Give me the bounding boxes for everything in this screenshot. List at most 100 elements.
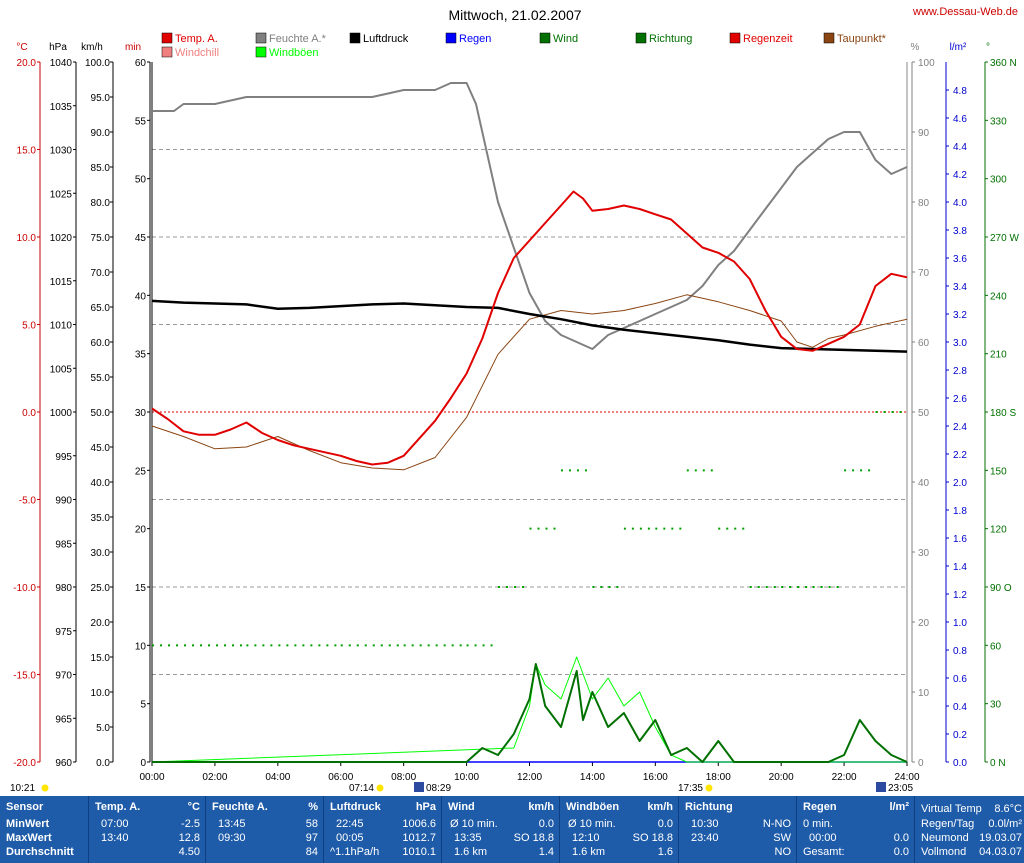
temp-tick-label: -10.0 bbox=[13, 583, 36, 594]
minutes-tick-label: 5 bbox=[140, 700, 146, 711]
wind-tick-label: 55.0 bbox=[91, 373, 111, 384]
stats-feuchte-max-time: 09:30 bbox=[218, 832, 246, 844]
minutes-tick-label: 45 bbox=[135, 233, 147, 244]
stats-temp-min-time: 07:00 bbox=[101, 818, 129, 830]
pressure-tick-label: 975 bbox=[55, 627, 72, 638]
rain-tick-label: 2.4 bbox=[953, 422, 967, 433]
legend-label: Windchill bbox=[175, 47, 219, 59]
legend: Temp. A. Windchill Feuchte A.* Windböen Luft… bbox=[161, 32, 887, 59]
sun-icon bbox=[705, 784, 713, 792]
temp-tick-label: 0.0 bbox=[22, 408, 36, 419]
pressure-tick-label: 1020 bbox=[50, 233, 73, 244]
minutes-tick-label: 40 bbox=[135, 291, 147, 302]
wind-tick-label: 20.0 bbox=[91, 618, 111, 629]
sun-label: 10:21 bbox=[10, 783, 35, 794]
axis-unit-label: km/h bbox=[81, 42, 103, 53]
stats-richtung-max-time: 23:40 bbox=[691, 832, 719, 844]
stats-wind-max-time: 13:35 bbox=[454, 832, 482, 844]
rain-tick-label: 4.4 bbox=[953, 142, 967, 153]
stats-sensor-col: Sensor MinWert MaxWert Durchschnitt bbox=[0, 796, 88, 863]
axis-unit-label: ° bbox=[986, 42, 990, 53]
stats-regen-total-val: 0.0 bbox=[893, 846, 909, 858]
rain-tick-label: 2.8 bbox=[953, 366, 967, 377]
wind-tick-label: 70.0 bbox=[91, 268, 111, 279]
stats-richtung-title: Richtung bbox=[685, 801, 733, 813]
stats-regen-min-time: 0 min. bbox=[803, 818, 833, 830]
rain-tick-label: 4.6 bbox=[953, 114, 967, 125]
wind-tick-label: 65.0 bbox=[91, 303, 111, 314]
stats-wind-avg2-val: 1.4 bbox=[538, 846, 554, 858]
percent-tick-label: 0 bbox=[918, 758, 924, 769]
stats-luftdruck-col: Luftdruck hPa 22:45 1006.6 00:05 1012.7 ^1… bbox=[323, 796, 442, 863]
direction-tick-label: 210 bbox=[990, 350, 1007, 361]
wind-tick-label: 25.0 bbox=[91, 583, 111, 594]
rain-tick-label: 4.2 bbox=[953, 170, 967, 181]
stats-temp-title: Temp. A. bbox=[95, 801, 141, 813]
direction-tick-label: 30 bbox=[990, 700, 1002, 711]
direction-tick-label: 300 bbox=[990, 175, 1007, 186]
rain-tick-label: 1.6 bbox=[953, 534, 967, 545]
x-tick-label: 14:00 bbox=[580, 772, 605, 783]
sun-label: 07:14 bbox=[349, 783, 374, 794]
stats-temp-max-time: 13:40 bbox=[101, 832, 129, 844]
stats-luftdruck-max-val: 1012.7 bbox=[402, 832, 436, 844]
temp-tick-label: 5.0 bbox=[22, 321, 36, 332]
minutes-tick-label: 55 bbox=[135, 116, 147, 127]
wind-tick-label: 10.0 bbox=[91, 688, 111, 699]
stats-regen-max-time: 00:00 bbox=[809, 832, 837, 844]
chart-title: Mittwoch, 21.02.2007 bbox=[448, 7, 581, 23]
minutes-tick-label: 35 bbox=[135, 350, 147, 361]
percent-tick-label: 30 bbox=[918, 548, 930, 559]
stats-extra-col: Virtual Temp 8.6°C Regen/Tag 0.0l/m² Neumo… bbox=[914, 796, 1024, 863]
sun-label: 08:29 bbox=[426, 783, 451, 794]
stats-extra-val-0: 8.6°C bbox=[994, 803, 1022, 815]
legend-swatch bbox=[445, 32, 457, 44]
legend-swatch bbox=[161, 46, 173, 58]
rain-tick-label: 1.4 bbox=[953, 562, 967, 573]
stats-row-min-label: MinWert bbox=[6, 818, 50, 830]
wind-tick-label: 90.0 bbox=[91, 128, 111, 139]
x-tick-label: 08:00 bbox=[391, 772, 416, 783]
percent-tick-label: 90 bbox=[918, 128, 930, 139]
wind-tick-label: 85.0 bbox=[91, 163, 111, 174]
pressure-tick-label: 965 bbox=[55, 714, 72, 725]
legend-label: Regen bbox=[459, 33, 491, 45]
x-tick-label: 10:00 bbox=[454, 772, 479, 783]
rain-tick-label: 3.8 bbox=[953, 226, 967, 237]
site-link[interactable]: www.Dessau-Web.de bbox=[912, 6, 1018, 18]
legend-swatch bbox=[823, 32, 835, 44]
x-tick-label: 00:00 bbox=[139, 772, 164, 783]
stats-temp-avg-val: 4.50 bbox=[178, 846, 200, 858]
series-taupunkt bbox=[151, 294, 908, 471]
direction-tick-label: 240 bbox=[990, 291, 1007, 302]
x-tick-label: 04:00 bbox=[265, 772, 290, 783]
pressure-tick-label: 1005 bbox=[50, 364, 73, 375]
legend-label: Luftdruck bbox=[363, 33, 409, 45]
stats-luftdruck-min-val: 1006.6 bbox=[402, 818, 436, 830]
stats-extra-label-0: Virtual Temp bbox=[921, 803, 982, 815]
rain-tick-label: 1.2 bbox=[953, 590, 967, 601]
wind-tick-label: 15.0 bbox=[91, 653, 111, 664]
axis-unit-label: hPa bbox=[49, 42, 67, 53]
wind-tick-label: 45.0 bbox=[91, 443, 111, 454]
stats-regen-title: Regen bbox=[803, 801, 837, 813]
stats-luftdruck-unit: hPa bbox=[415, 801, 436, 813]
temp-tick-label: 10.0 bbox=[17, 233, 37, 244]
axis-unit-label: min bbox=[125, 42, 141, 53]
stats-extra-label-2: Neumond bbox=[921, 832, 969, 844]
stats-richtung-max-val: SW bbox=[773, 832, 791, 844]
direction-tick-label: 150 bbox=[990, 466, 1007, 477]
moon-icon bbox=[414, 782, 424, 792]
legend-label: Regenzeit bbox=[743, 33, 793, 45]
axis-unit-label: l/m² bbox=[950, 42, 967, 53]
pressure-tick-label: 1015 bbox=[50, 277, 73, 288]
stats-feuchte-min-time: 13:45 bbox=[218, 818, 246, 830]
pressure-tick-label: 1035 bbox=[50, 102, 73, 113]
series-feuchte-a bbox=[152, 82, 908, 350]
stats-feuchte-col: Feuchte A. % 13:45 58 09:30 97 84 bbox=[205, 796, 324, 863]
direction-tick-label: 120 bbox=[990, 525, 1007, 536]
stats-panel: Sensor MinWert MaxWert Durchschnitt Temp… bbox=[0, 796, 1024, 863]
stats-extra-val-2: 19.03.07 bbox=[979, 832, 1022, 844]
pressure-tick-label: 970 bbox=[55, 671, 72, 682]
rain-tick-label: 3.0 bbox=[953, 338, 967, 349]
